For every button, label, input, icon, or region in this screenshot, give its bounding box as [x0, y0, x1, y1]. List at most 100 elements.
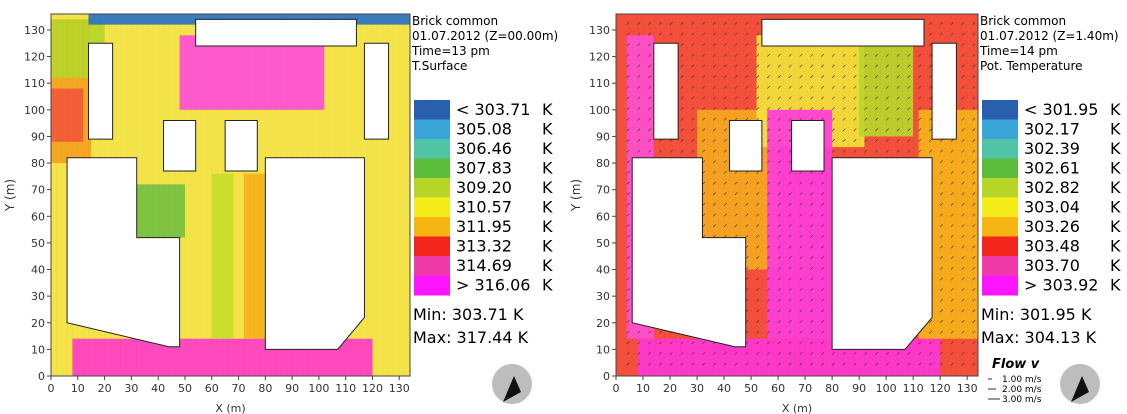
- flow-vector: [939, 202, 943, 206]
- flow-vector: [756, 75, 760, 79]
- flow-vector: [745, 351, 749, 355]
- flow-vector: [713, 362, 716, 366]
- flow-vector: [756, 43, 760, 47]
- flow-vector: [961, 117, 965, 121]
- flow-vector: [767, 309, 770, 313]
- flow-vector: [626, 202, 630, 206]
- flow-vector: [799, 64, 803, 68]
- y-tick-label: 30: [596, 290, 610, 303]
- flow-vector: [637, 362, 641, 366]
- flow-vector: [810, 298, 814, 302]
- flow-vector: [864, 128, 868, 132]
- flow-vector: [842, 128, 846, 132]
- flow-vector: [777, 117, 781, 121]
- left-chart-panel: 0 10 20 30 40 50 60 70 80 90 100 110 120 130 0 10 20 30 40…: [0, 0, 558, 414]
- x-tick-label: 80: [258, 382, 272, 395]
- flow-vector: [961, 128, 965, 132]
- flow-vector: [723, 53, 727, 57]
- y-tick-label: 70: [31, 184, 45, 197]
- flow-vector: [929, 117, 933, 121]
- flow-vector: [788, 192, 792, 196]
- flow-vector: [777, 256, 781, 260]
- flow-vector: [788, 75, 792, 79]
- flow-vector: [831, 362, 835, 366]
- flow-vector: [767, 288, 770, 292]
- flow-vector: [961, 277, 965, 281]
- flow-vector: [767, 245, 770, 249]
- legend-unit-label: K: [1110, 100, 1121, 119]
- building-c1: [728, 119, 763, 172]
- legend-swatch: [414, 256, 450, 276]
- flow-vector: [961, 266, 965, 270]
- flow-vector: [799, 351, 803, 355]
- flow-vector: [885, 362, 889, 366]
- flow-vector: [961, 21, 965, 25]
- flow-vector: [756, 298, 760, 302]
- y-tick-label: 30: [31, 290, 45, 303]
- legend-swatch: [982, 197, 1018, 218]
- flow-vector: [767, 298, 770, 302]
- flow-vector: [777, 192, 781, 196]
- flow-vector: [756, 85, 760, 89]
- flow-vector: [810, 309, 814, 313]
- flow-vector: [691, 139, 695, 142]
- flow-vector: [788, 341, 792, 345]
- flow-vector: [734, 21, 738, 25]
- legend-value-label: > 316.06: [456, 276, 530, 295]
- flow-vector: [821, 213, 825, 217]
- flow-vector: [972, 362, 976, 366]
- legend-value-label: 306.46: [456, 139, 512, 158]
- x-tick-label: 30: [690, 382, 704, 395]
- flow-vector: [972, 32, 976, 36]
- flow-vector: [907, 64, 911, 68]
- flow-vector: [810, 202, 814, 206]
- flow-vector: [799, 320, 803, 323]
- flow-vector: [777, 149, 781, 153]
- flow-vector: [918, 362, 922, 366]
- flow-vector: [777, 107, 781, 111]
- flow-vector: [626, 330, 630, 334]
- flow-vector: [734, 213, 738, 217]
- flow-vector: [831, 149, 835, 153]
- flow-vector: [875, 96, 879, 100]
- flow-vector: [734, 85, 738, 89]
- flow-vector: [950, 160, 954, 164]
- flow-vector: [777, 266, 781, 270]
- flow-vector: [745, 224, 749, 228]
- flow-vector: [810, 266, 814, 270]
- flow-vector: [907, 149, 911, 153]
- legend-value-label: < 303.71: [456, 100, 530, 119]
- zone-greenyellow-7: [211, 173, 234, 339]
- flow-vector: [972, 96, 976, 100]
- flow-vector: [972, 202, 976, 206]
- flow-vector: [821, 192, 825, 196]
- flow-vector: [972, 85, 976, 89]
- flow-vector: [961, 107, 965, 111]
- flow-vector: [659, 139, 662, 142]
- flow-vector: [799, 75, 803, 79]
- building-c1: [163, 119, 197, 172]
- flow-vector: [885, 75, 889, 79]
- flow-vector: [680, 149, 684, 153]
- flow-vector: [950, 213, 954, 217]
- flow-vector: [961, 256, 965, 260]
- flow-vector: [723, 21, 727, 25]
- flow-vector: [788, 149, 792, 153]
- flow-vector: [691, 96, 695, 100]
- flow-vector: [756, 224, 760, 228]
- flow-vector: [637, 75, 641, 79]
- flow-vector: [972, 224, 976, 228]
- flow-vector: [821, 75, 825, 79]
- flow-vector: [713, 117, 716, 121]
- flow-vector: [864, 117, 868, 121]
- flow-vector: [821, 309, 825, 313]
- flow-vector: [626, 256, 630, 260]
- flow-vector: [972, 160, 976, 164]
- flow-vector: [972, 107, 976, 111]
- flow-legend-label: 1.00 m/s: [1002, 375, 1042, 385]
- flow-vector: [885, 53, 889, 57]
- flow-vector: [723, 64, 727, 68]
- flow-vector: [831, 64, 835, 68]
- flow-vector: [864, 139, 868, 142]
- flow-vector: [723, 170, 727, 174]
